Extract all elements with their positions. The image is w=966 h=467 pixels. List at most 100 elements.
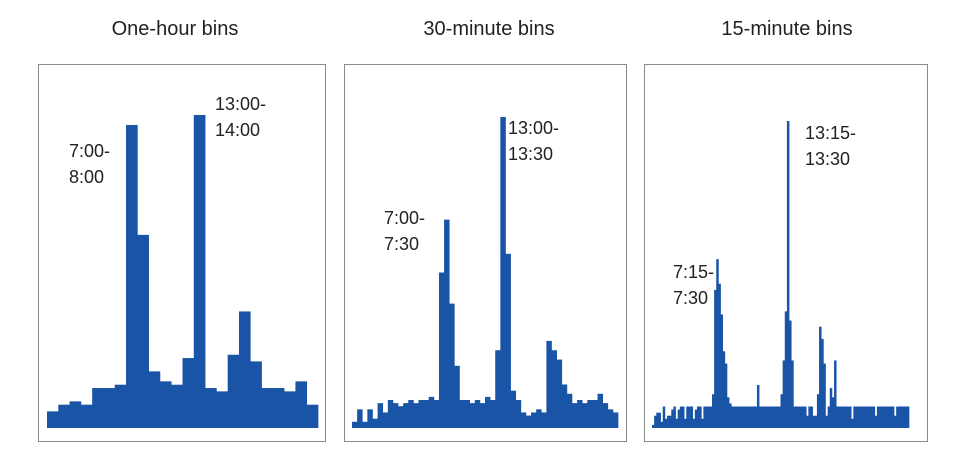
chart-3-bar-50 [759, 406, 762, 428]
chart-3-bar-89 [842, 406, 846, 428]
chart-3-bar-95 [855, 406, 858, 428]
chart-1-bar-10 [159, 381, 172, 428]
chart-2-bar-29 [500, 117, 506, 428]
chart-3-bar-107 [881, 406, 884, 428]
chart-3-bar-19 [692, 418, 696, 428]
chart-3-bar-28 [711, 394, 715, 428]
chart-3-bar-43 [744, 406, 747, 428]
chart-3-bar-87 [838, 406, 841, 428]
chart-2-bar-27 [490, 400, 496, 428]
chart-2-bar-4 [372, 418, 378, 428]
chart-2-bar-9 [398, 406, 404, 428]
chart-2-bar-33 [520, 412, 527, 428]
chart-3-bar-5 [662, 406, 666, 428]
chart-3-plot [652, 121, 910, 428]
chart-3-bar-114 [896, 406, 899, 428]
chart-1-bar-19 [261, 388, 274, 428]
chart-2-bar-38 [546, 340, 552, 428]
chart-3-bar-58 [776, 406, 779, 428]
chart-3-bar-103 [872, 406, 876, 428]
chart-3-bar-93 [851, 418, 854, 428]
chart-3-bar-31 [718, 283, 721, 428]
chart-2-bar-30 [505, 253, 511, 428]
chart-2-bar-39 [551, 350, 557, 428]
chart-3-bar-48 [754, 406, 758, 428]
chart-1-bar-11 [171, 384, 183, 428]
chart-3-bar-36 [729, 403, 732, 428]
chart-3-bar-27 [709, 406, 713, 428]
chart-3-bar-100 [866, 406, 869, 428]
chart-1-bar-9 [148, 371, 161, 428]
chart-3-bar-11 [675, 418, 679, 428]
chart-3-bar-116 [900, 406, 903, 428]
chart-2-bar-31 [510, 390, 517, 428]
chart-3-bar-25 [705, 406, 709, 428]
chart-3-bar-22 [699, 406, 702, 428]
chart-3-bar-64 [789, 320, 792, 428]
chart-2-bar-17 [438, 272, 445, 428]
chart-1-bar-16 [227, 354, 240, 428]
chart-1-annotation-morning: 7:00- 8:00 [69, 141, 111, 187]
chart-2-frame: 7:00- 7:30 13:00- 13:30 [344, 64, 627, 442]
chart-2-bar-34 [525, 415, 532, 428]
chart-3-bar-6 [664, 418, 668, 428]
chart-2-annotation-midday: 13:00- 13:30 [508, 118, 560, 164]
chart-3-bar-47 [752, 406, 756, 428]
chart-3-bar-0 [652, 424, 655, 428]
chart-3-bar-62 [784, 311, 788, 428]
chart-3-bar-12 [677, 409, 681, 428]
chart-3-bar-96 [857, 406, 861, 428]
chart-3-bar-10 [673, 406, 676, 428]
chart-3-bar-38 [733, 406, 736, 428]
chart-3-bar-106 [879, 406, 882, 428]
chart-2-bar-44 [577, 400, 583, 428]
chart-1-bar-4 [92, 388, 104, 428]
chart-3-bar-82 [827, 406, 831, 428]
chart-1-bar-3 [80, 404, 93, 428]
chart-3-bar-21 [696, 406, 700, 428]
chart-3-bar-45 [748, 406, 751, 428]
chart-3-bar-78 [819, 326, 822, 428]
chart-3-bar-63 [786, 121, 790, 428]
chart-3-bar-83 [829, 388, 833, 428]
chart-2-bar-14 [423, 400, 430, 428]
chart-3-bar-68 [797, 406, 801, 428]
chart-3-bar-86 [836, 406, 839, 428]
chart-3-title: 15-minute bins [721, 18, 853, 40]
chart-3-bar-7 [666, 415, 670, 428]
chart-1-bar-18 [250, 361, 262, 428]
chart-3-bar-94 [853, 406, 856, 428]
chart-1-bar-17 [238, 311, 251, 428]
chart-1-bar-13 [193, 114, 206, 429]
chart-3-bar-85 [834, 360, 837, 428]
chart-2-bar-35 [531, 412, 537, 428]
chart-1-bar-22 [295, 381, 308, 428]
chart-2-bar-26 [485, 396, 491, 428]
chart-3-bar-60 [780, 394, 783, 428]
chart-3-bar-24 [703, 406, 706, 428]
chart-3-bar-74 [810, 406, 813, 428]
chart-3-bar-42 [741, 406, 745, 428]
chart-3-bar-101 [868, 406, 871, 428]
chart-1-bar-1 [58, 404, 70, 428]
chart-3-bar-105 [876, 406, 880, 428]
chart-2-bar-15 [428, 396, 435, 428]
chart-2-bar-0 [352, 421, 358, 428]
chart-3-bar-71 [804, 406, 807, 428]
chart-3-bar-97 [859, 406, 863, 428]
chart-2-bar-37 [541, 412, 547, 428]
chart-3-bar-104 [874, 415, 878, 428]
chart-2-bar-2 [362, 421, 368, 428]
chart-2-bar-22 [464, 400, 471, 428]
chart-3-bar-111 [889, 406, 893, 428]
chart-1-bar-0 [47, 411, 59, 428]
chart-3-bar-115 [898, 406, 901, 428]
chart-3-bar-110 [887, 406, 891, 428]
chart-3-bar-44 [746, 406, 749, 428]
chart-2-bar-25 [479, 403, 486, 428]
chart-2-bar-49 [602, 403, 609, 428]
chart-3-bar-57 [774, 406, 777, 428]
chart-2-bar-19 [449, 303, 455, 428]
chart-2-title: 30-minute bins [423, 18, 555, 40]
chart-3-bar-9 [671, 409, 674, 428]
